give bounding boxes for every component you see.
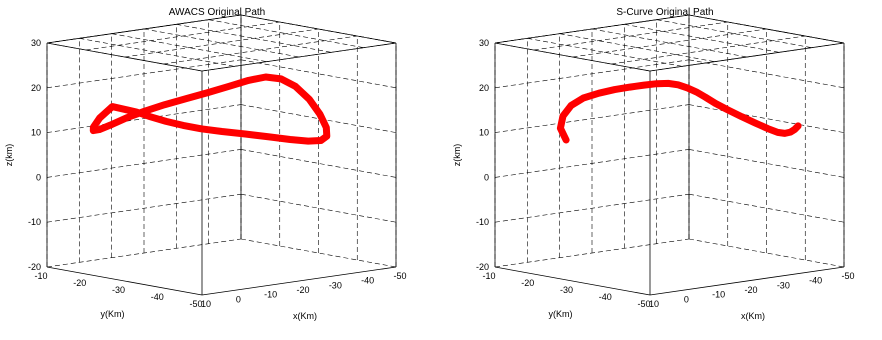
x-axis-line — [649, 266, 845, 296]
gridline-back-z — [240, 193, 397, 223]
x-tick-label: -30 — [777, 280, 790, 290]
x-tick-label: -50 — [393, 271, 406, 281]
gridline-top-x — [208, 19, 364, 48]
y-tick-label: -50 — [189, 299, 202, 309]
gridline-top-y — [163, 35, 358, 65]
x-tick-label: -40 — [361, 276, 374, 286]
gridline-back-z — [688, 149, 845, 178]
gridline-top-y — [124, 28, 319, 58]
gridline-side-z — [46, 59, 242, 89]
gridline-side-z — [494, 149, 690, 178]
gridline-side-z — [494, 193, 690, 223]
y-tick-label: -20 — [521, 278, 534, 288]
y-tick-label: -10 — [482, 271, 495, 281]
z-tick-label: -20 — [28, 262, 41, 272]
y-axis-label: y(Km) — [549, 309, 573, 319]
gridline-back-z — [240, 149, 397, 178]
gridline-top-y — [85, 21, 280, 51]
gridline-top-x — [656, 19, 812, 48]
y-axis-label: y(Km) — [101, 309, 125, 319]
z-tick-label: -10 — [476, 217, 489, 227]
x-axis-line — [201, 266, 397, 296]
z-tick-label: 10 — [479, 128, 489, 138]
y-axis-line — [494, 266, 651, 296]
y-tick-label: -20 — [73, 278, 86, 288]
gridline-top-y — [611, 35, 806, 65]
y-tick-label: -10 — [34, 271, 47, 281]
x-tick-label: 0 — [236, 294, 241, 304]
z-tick-label: -10 — [28, 217, 41, 227]
gridline-back-z — [240, 104, 397, 133]
axis-box-top-edge — [240, 14, 397, 44]
z-axis-label: z(km) — [4, 144, 14, 167]
axis-box-top-edge — [46, 42, 203, 72]
z-tick-label: 0 — [36, 172, 41, 182]
y-tick-label: -40 — [151, 292, 164, 302]
gridline-side-z — [494, 104, 690, 133]
gridline-back-z — [688, 104, 845, 133]
z-tick-label: 20 — [31, 83, 41, 93]
x-tick-label: -10 — [264, 290, 277, 300]
gridline-top-y — [572, 28, 767, 58]
gridline-top-x — [79, 38, 235, 67]
gridline-side-z — [494, 59, 690, 89]
gridline-back-z — [240, 59, 397, 89]
chart-title: AWACS Original Path — [169, 7, 266, 18]
y-tick-label: -30 — [112, 285, 125, 295]
z-tick-label: 30 — [479, 38, 489, 48]
gridline-side-z — [46, 149, 242, 178]
x-tick-label: -20 — [744, 285, 757, 295]
x-tick-label: -50 — [841, 271, 854, 281]
x-tick-label: -30 — [329, 280, 342, 290]
axis-box-top-edge — [46, 14, 242, 44]
y-tick-label: -40 — [599, 292, 612, 302]
plot-s-curve: 10 0 -10 -20 -30 -40 -50-10-20-30-40-50-20-100… — [452, 7, 855, 321]
x-axis-label: x(Km) — [293, 311, 317, 321]
y-tick-label: -30 — [560, 285, 573, 295]
z-tick-label: 20 — [479, 83, 489, 93]
gridline-top-x — [143, 28, 300, 58]
x-tick-label: 0 — [684, 294, 689, 304]
gridline-back-z — [240, 238, 397, 268]
x-axis-label: x(Km) — [741, 311, 765, 321]
z-tick-label: 10 — [31, 128, 41, 138]
gridline-top-x — [176, 24, 332, 53]
axis-box-top-edge — [494, 14, 690, 44]
axis-box-top-edge — [688, 14, 845, 44]
gridline-top-x — [591, 28, 748, 58]
gridline-side-z — [494, 238, 690, 268]
y-axis-line — [46, 266, 203, 296]
gridline-top-x — [527, 38, 683, 67]
z-axis-label: z(km) — [452, 144, 462, 167]
z-tick-label: 30 — [31, 38, 41, 48]
gridline-back-z — [688, 59, 845, 89]
x-tick-label: 10 — [201, 299, 211, 309]
plot-awacs: 10 0 -10 -20 -30 -40 -50-10-20-30-40-50-20-100… — [4, 7, 407, 321]
z-tick-label: 0 — [484, 172, 489, 182]
axis-box-top-edge — [494, 42, 651, 72]
gridline-back-z — [688, 193, 845, 223]
gridline-side-z — [46, 193, 242, 223]
gridline-top-y — [533, 21, 728, 51]
y-tick-label: -50 — [637, 299, 650, 309]
x-tick-label: -10 — [712, 290, 725, 300]
gridline-side-z — [46, 104, 242, 133]
z-tick-label: -20 — [476, 262, 489, 272]
axis-box-top-edge — [649, 42, 845, 72]
series-path-awacs — [89, 73, 331, 145]
chart-title: S-Curve Original Path — [616, 7, 713, 18]
gridline-side-z — [46, 238, 242, 268]
x-tick-label: -40 — [809, 276, 822, 286]
x-tick-label: -20 — [296, 285, 309, 295]
gridline-top-x — [624, 24, 780, 53]
axis-box-top-edge — [201, 42, 397, 72]
series-path-s-curve — [556, 79, 802, 144]
x-tick-label: 10 — [649, 299, 659, 309]
gridline-back-z — [688, 238, 845, 268]
